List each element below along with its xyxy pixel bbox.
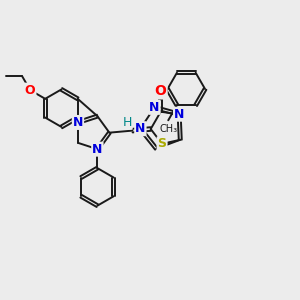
Text: S: S <box>158 137 166 150</box>
Text: CH₃: CH₃ <box>159 124 177 134</box>
Text: N: N <box>92 143 103 156</box>
Text: O: O <box>25 84 35 97</box>
Text: N: N <box>135 122 146 135</box>
Text: O: O <box>155 84 167 98</box>
Text: N: N <box>73 116 83 129</box>
Text: N: N <box>149 101 160 114</box>
Text: H: H <box>122 116 132 129</box>
Text: N: N <box>174 108 184 121</box>
